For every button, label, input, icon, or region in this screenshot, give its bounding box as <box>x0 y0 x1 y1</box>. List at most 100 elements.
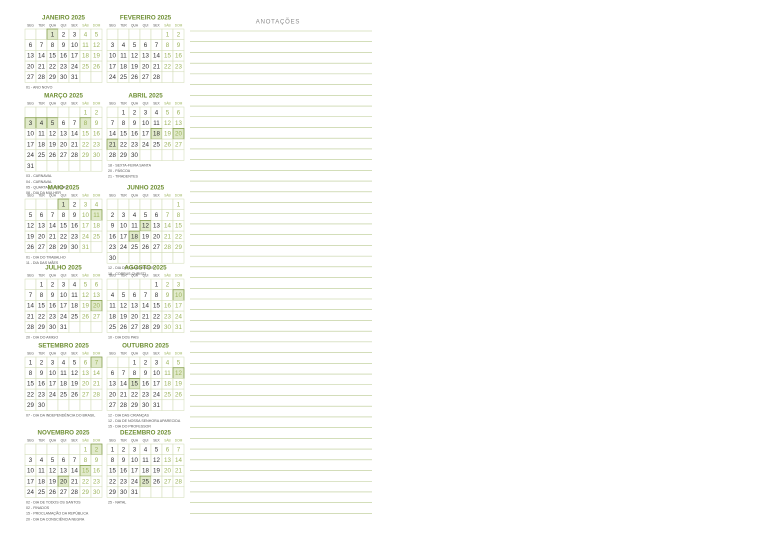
weekday-label: SEG <box>27 193 34 197</box>
day-number: 31 <box>27 163 34 170</box>
holiday-note: 20 - DIA DA CONSCIÊNCIA NEGRA <box>26 516 85 521</box>
day-number: 16 <box>120 468 127 475</box>
weekday-label: QUA <box>131 351 139 355</box>
day-number: 29 <box>38 324 45 331</box>
day-cell <box>117 28 130 40</box>
day-number: 8 <box>155 292 159 299</box>
day-number: 8 <box>62 212 66 219</box>
holiday-note: 02 - DIA DE TODOS OS SANTOS <box>26 500 81 504</box>
day-number: 13 <box>131 303 138 310</box>
day-number: 2 <box>95 446 99 453</box>
day-number: 26 <box>120 324 127 331</box>
day-number: 21 <box>49 233 56 240</box>
day-number: 13 <box>109 381 116 388</box>
day-number: 1 <box>122 109 126 116</box>
day-number: 23 <box>120 478 127 485</box>
weekday-label: DOM <box>93 101 101 105</box>
day-cell <box>57 106 70 118</box>
holiday-note: 25 - NATAL <box>108 500 126 504</box>
day-cell <box>106 278 119 290</box>
day-number: 14 <box>71 131 78 138</box>
day-number: 21 <box>38 63 45 70</box>
day-number: 21 <box>93 381 100 388</box>
day-number: 27 <box>82 391 89 398</box>
weekday-label: DOM <box>175 101 183 105</box>
day-number: 29 <box>49 74 56 81</box>
weekday-label: QUA <box>131 193 139 197</box>
weekday-label: TER <box>120 193 127 197</box>
day-cell <box>150 486 163 498</box>
weekday-label: SEX <box>153 193 160 197</box>
day-number: 2 <box>166 281 170 288</box>
day-cell <box>139 149 152 161</box>
day-number: 6 <box>111 370 115 377</box>
weekday-label: TER <box>120 23 127 27</box>
day-cell <box>106 28 119 40</box>
day-number: 24 <box>27 489 34 496</box>
day-number: 28 <box>71 152 78 159</box>
day-number: 25 <box>38 489 45 496</box>
weekday-label: SÁB <box>164 193 170 197</box>
month-title: MARÇO 2025 <box>44 93 83 100</box>
day-number: 10 <box>27 468 34 475</box>
weekday-label: SÁB <box>82 193 88 197</box>
weekday-label: SEG <box>109 23 116 27</box>
day-number: 12 <box>142 223 149 230</box>
day-number: 3 <box>84 201 88 208</box>
day-cell <box>139 486 152 498</box>
day-number: 9 <box>111 223 115 230</box>
day-number: 7 <box>40 42 44 49</box>
day-number: 3 <box>155 359 159 366</box>
day-number: 5 <box>29 212 33 219</box>
day-number: 25 <box>164 391 171 398</box>
weekday-label: QUA <box>49 23 57 27</box>
day-number: 18 <box>38 478 45 485</box>
day-cell <box>128 278 141 290</box>
day-number: 15 <box>27 381 34 388</box>
day-number: 21 <box>153 63 160 70</box>
day-cell <box>139 278 152 290</box>
day-number: 22 <box>60 233 67 240</box>
day-number: 22 <box>109 478 116 485</box>
day-cell <box>79 160 92 172</box>
day-cell <box>68 443 81 455</box>
day-number: 22 <box>164 63 171 70</box>
day-cell <box>161 198 174 210</box>
weekday-label: TER <box>120 351 127 355</box>
day-number: 1 <box>111 446 115 453</box>
month-title: OUTUBRO 2025 <box>122 343 169 350</box>
day-number: 25 <box>60 391 67 398</box>
day-cell <box>24 28 37 40</box>
day-number: 15 <box>175 223 182 230</box>
day-number: 7 <box>166 212 170 219</box>
day-cell <box>79 321 92 333</box>
day-number: 30 <box>164 324 171 331</box>
weekday-label: QUI <box>143 23 149 27</box>
day-number: 19 <box>175 381 182 388</box>
day-number: 1 <box>133 359 137 366</box>
day-cell <box>46 106 59 118</box>
day-number: 15 <box>82 468 89 475</box>
day-number: 23 <box>131 141 138 148</box>
day-number: 2 <box>144 359 148 366</box>
day-number: 13 <box>27 53 34 60</box>
day-number: 13 <box>175 120 182 127</box>
day-number: 24 <box>175 313 182 320</box>
day-number: 6 <box>84 359 88 366</box>
day-number: 28 <box>38 74 45 81</box>
weekday-label: SEG <box>27 438 34 442</box>
day-number: 17 <box>71 53 78 60</box>
day-number: 19 <box>71 381 78 388</box>
day-number: 26 <box>131 74 138 81</box>
day-number: 20 <box>60 141 67 148</box>
day-number: 9 <box>73 212 77 219</box>
day-cell <box>46 198 59 210</box>
day-number: 27 <box>109 402 116 409</box>
day-cell <box>35 160 48 172</box>
day-number: 2 <box>40 359 44 366</box>
holiday-note: 20 - PÁSCOA <box>108 169 131 173</box>
weekday-label: DOM <box>93 193 101 197</box>
holiday-note: 01 - DIA DO TRABALHO <box>26 255 66 259</box>
day-number: 28 <box>71 489 78 496</box>
day-cell <box>172 252 185 264</box>
